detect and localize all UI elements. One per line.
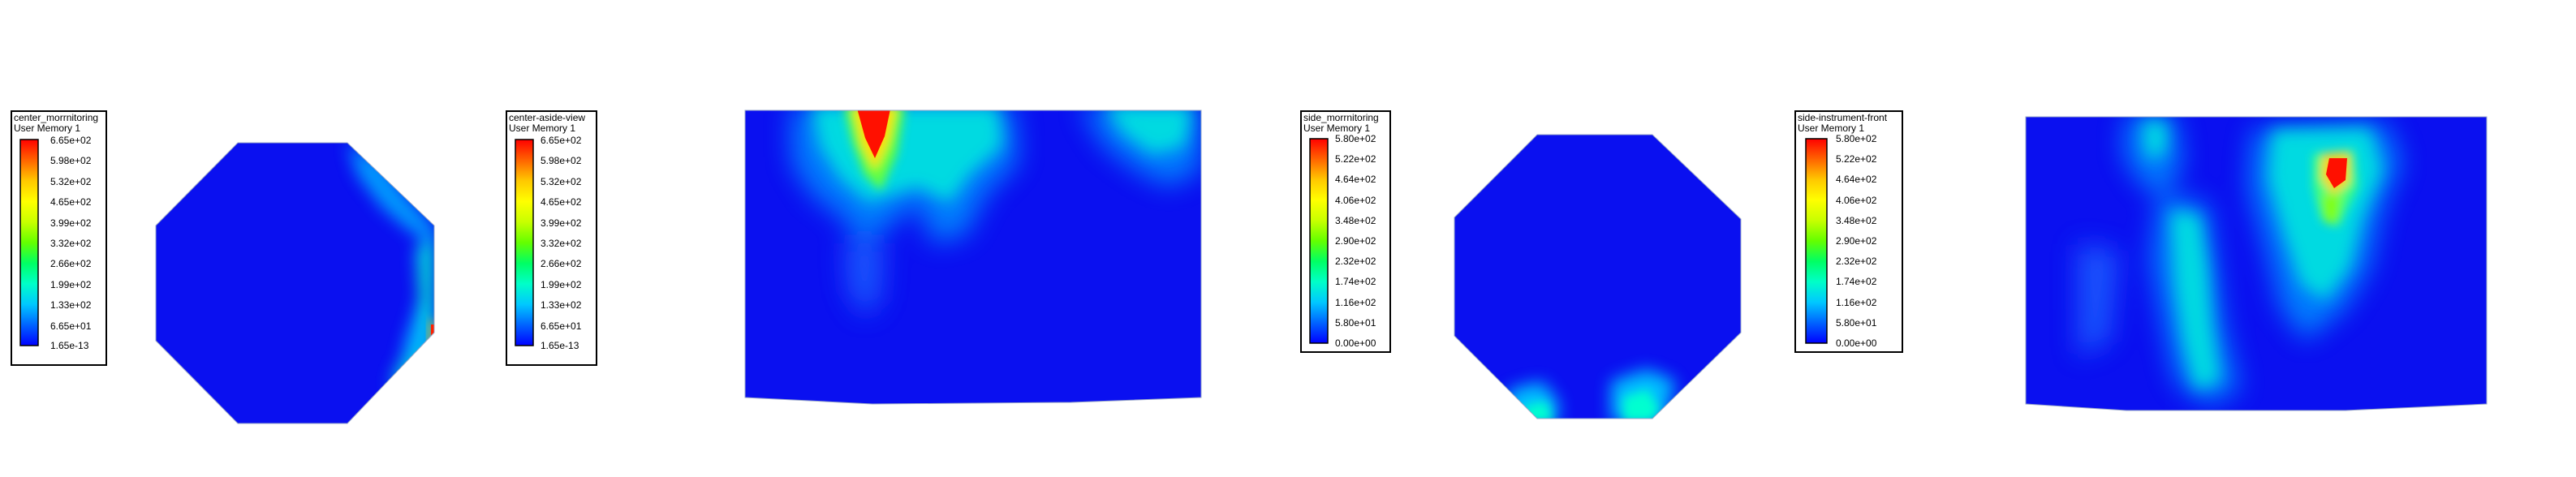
tick-label: 6.65e+01 [50, 320, 92, 332]
tick-label: 1.65e-13 [50, 340, 89, 351]
colorbar [1310, 139, 1328, 343]
tick-label: 1.33e+02 [541, 299, 582, 311]
colorbar [515, 140, 533, 346]
legend-center-monitoring: center_morrnitoring User Memory 1 6.65e+… [11, 110, 107, 366]
legend-quantity: User Memory 1 [509, 122, 575, 134]
tick-label: 3.48e+02 [1335, 215, 1376, 226]
tick-labels: 6.65e+02 5.98e+02 5.32e+02 4.65e+02 3.99… [541, 135, 582, 351]
tick-label: 1.74e+02 [1836, 276, 1877, 287]
contour-plot-side-instrument-front [2025, 116, 2488, 411]
colorbar [1806, 139, 1827, 343]
tick-label: 1.16e+02 [1836, 297, 1877, 308]
tick-label: 1.99e+02 [50, 279, 92, 290]
tick-label: 5.22e+02 [1335, 153, 1376, 165]
tick-label: 3.32e+02 [541, 238, 582, 249]
tick-label: 6.65e+02 [50, 135, 92, 146]
tick-label: 4.06e+02 [1836, 195, 1877, 206]
tick-label: 2.32e+02 [1836, 256, 1877, 267]
tick-label: 1.74e+02 [1335, 276, 1376, 287]
tick-label: 5.80e+01 [1836, 317, 1877, 329]
tick-label: 2.32e+02 [1335, 256, 1376, 267]
tick-label: 5.98e+02 [541, 155, 582, 166]
legend-quantity: User Memory 1 [1303, 122, 1370, 134]
tick-label: 3.99e+02 [541, 217, 582, 229]
legend-quantity: User Memory 1 [1798, 122, 1864, 134]
tick-labels: 5.80e+02 5.22e+02 4.64e+02 4.06e+02 3.48… [1335, 133, 1376, 349]
tick-label: 1.99e+02 [541, 279, 582, 290]
tick-label: 0.00e+00 [1836, 337, 1877, 349]
legend-title: center_morrnitoring [14, 112, 98, 123]
tick-label: 5.98e+02 [50, 155, 92, 166]
tick-label: 4.65e+02 [50, 196, 92, 208]
contour-plot-center-monitoring [155, 142, 435, 424]
contour-plot-side-monitoring [1454, 134, 1742, 419]
colorbar [20, 140, 38, 346]
legend-title: side_morrnitoring [1303, 112, 1379, 123]
legend-title: center-aside-view [509, 112, 585, 123]
tick-label: 2.66e+02 [541, 258, 582, 269]
tick-label: 4.64e+02 [1335, 174, 1376, 185]
tick-label: 1.65e-13 [541, 340, 579, 351]
tick-label: 3.99e+02 [50, 217, 92, 229]
contour-plot-center-aside-view [744, 110, 1202, 405]
tick-labels: 6.65e+02 5.98e+02 5.32e+02 4.65e+02 3.99… [50, 135, 92, 351]
tick-label: 2.90e+02 [1836, 235, 1877, 247]
tick-label: 4.06e+02 [1335, 195, 1376, 206]
tick-label: 6.65e+01 [541, 320, 582, 332]
legend-title: side-instrument-front [1798, 112, 1888, 123]
tick-labels: 5.80e+02 5.22e+02 4.64e+02 4.06e+02 3.48… [1836, 133, 1877, 349]
legend-quantity: User Memory 1 [14, 122, 80, 134]
tick-label: 5.32e+02 [541, 176, 582, 187]
tick-label: 0.00e+00 [1335, 337, 1376, 349]
tick-label: 3.48e+02 [1836, 215, 1877, 226]
legend-center-aside-view: center-aside-view User Memory 1 6.65e+02… [506, 110, 597, 366]
tick-label: 2.90e+02 [1335, 235, 1376, 247]
tick-label: 5.32e+02 [50, 176, 92, 187]
legend-side-monitoring: side_morrnitoring User Memory 1 5.80e+02… [1300, 110, 1391, 353]
tick-label: 5.80e+01 [1335, 317, 1376, 329]
legend-side-instrument-front: side-instrument-front User Memory 1 5.80… [1794, 110, 1903, 353]
tick-label: 2.66e+02 [50, 258, 92, 269]
tick-label: 4.64e+02 [1836, 174, 1877, 185]
tick-label: 5.22e+02 [1836, 153, 1877, 165]
tick-label: 1.16e+02 [1335, 297, 1376, 308]
tick-label: 3.32e+02 [50, 238, 92, 249]
tick-label: 1.33e+02 [50, 299, 92, 311]
tick-label: 6.65e+02 [541, 135, 582, 146]
tick-label: 4.65e+02 [541, 196, 582, 208]
tick-label: 5.80e+02 [1836, 133, 1877, 144]
tick-label: 5.80e+02 [1335, 133, 1376, 144]
